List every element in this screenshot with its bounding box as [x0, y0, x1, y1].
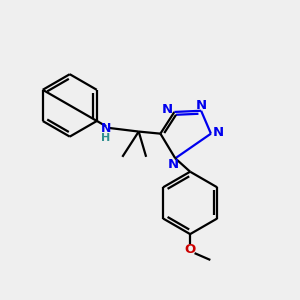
Text: N: N: [168, 158, 179, 171]
Text: N: N: [101, 122, 111, 134]
Text: H: H: [101, 133, 111, 143]
Text: N: N: [213, 126, 224, 139]
Text: O: O: [184, 243, 196, 256]
Text: N: N: [161, 103, 172, 116]
Text: N: N: [196, 99, 207, 112]
